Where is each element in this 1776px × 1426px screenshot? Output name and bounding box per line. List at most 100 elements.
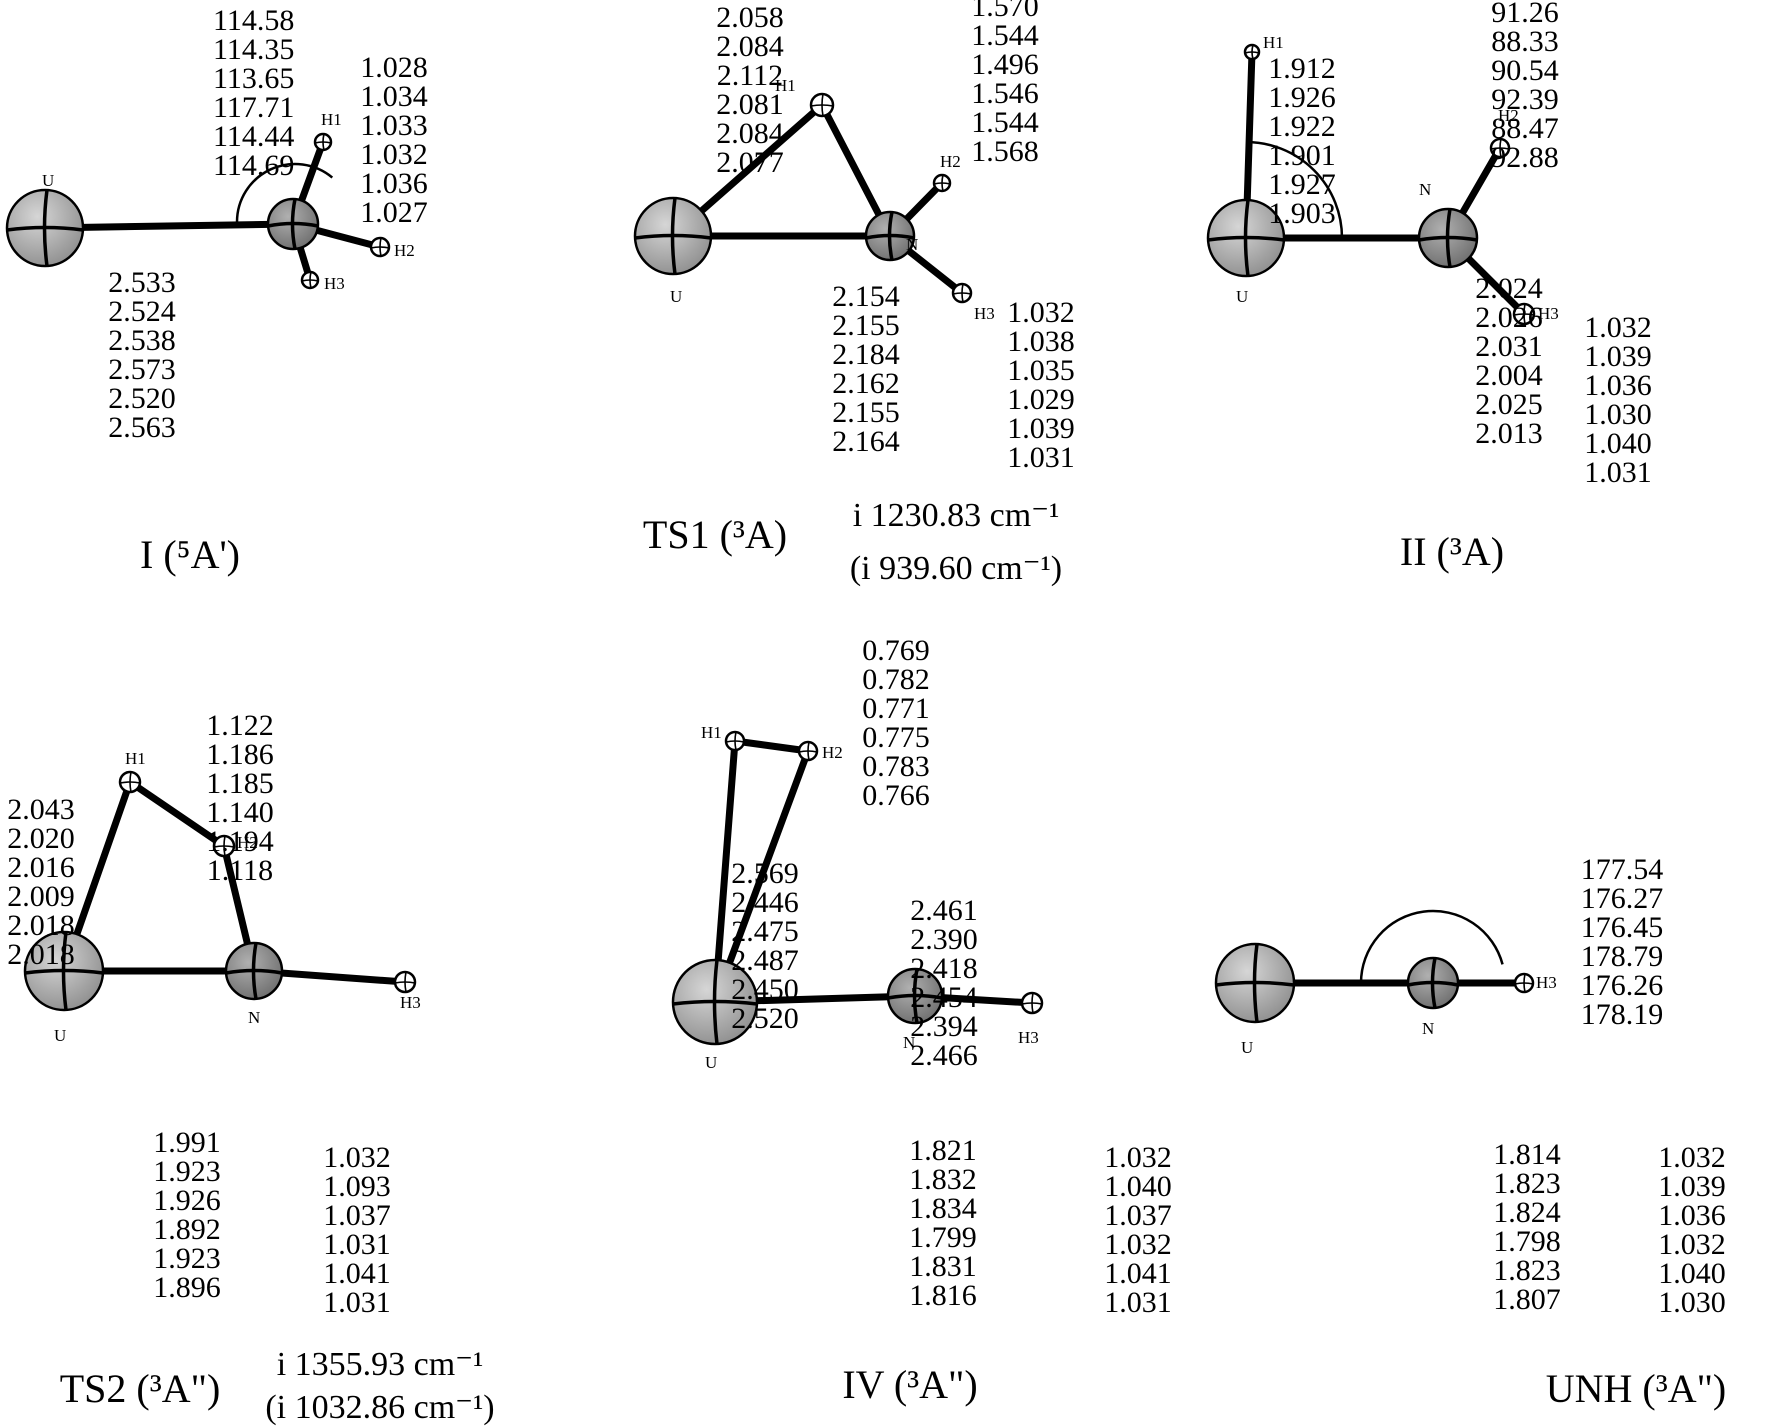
atom-unh-h3	[1513, 972, 1535, 994]
atom-iv-u	[671, 958, 759, 1046]
atom-ts1-h3	[951, 282, 973, 304]
value-i-1-3: 1.032	[360, 138, 428, 171]
value-ts1-1-3: 1.546	[971, 77, 1039, 110]
value-ii-0-2: 1.922	[1268, 110, 1336, 143]
value-ts1-2-1: 2.155	[832, 309, 900, 342]
value-iv-2-1: 2.390	[910, 923, 978, 956]
atom-label-i-h1: H1	[321, 110, 342, 129]
value-ts2-0-3: 2.009	[7, 880, 75, 913]
atom-label-ts2-u: U	[54, 1026, 66, 1045]
structure-title-iv: IV (³A")	[842, 1362, 977, 1407]
value-ts1-2-2: 2.184	[832, 338, 900, 371]
value-ts2-1-2: 1.185	[206, 767, 274, 800]
value-ts2-2-0: 1.991	[153, 1126, 221, 1159]
value-unh-1-1: 1.823	[1493, 1167, 1561, 1200]
value-ts2-1-0: 1.122	[206, 709, 274, 742]
value-ts2-0-4: 2.018	[7, 909, 75, 942]
atom-label-unh-h3: H3	[1536, 973, 1557, 992]
atom-label-i-h3: H3	[324, 274, 345, 293]
imaginary-frequency-ts1-0: i 1230.83 cm⁻¹	[853, 497, 1060, 534]
structure-title-i: I (⁵A')	[140, 532, 240, 577]
atom-ii-h1	[1243, 43, 1261, 61]
value-ii-1-3: 92.39	[1491, 83, 1559, 116]
value-unh-0-3: 178.79	[1581, 940, 1664, 973]
value-unh-0-4: 176.26	[1581, 969, 1664, 1002]
atom-label-unh-n: N	[1422, 1019, 1434, 1038]
value-ts1-0-4: 2.084	[716, 117, 784, 150]
atom-label-ts1-n: N	[906, 235, 918, 254]
value-ts2-2-3: 1.892	[153, 1213, 221, 1246]
atom-i-h3	[300, 270, 320, 290]
value-ii-1-2: 90.54	[1491, 54, 1559, 87]
value-iv-1-1: 2.446	[731, 886, 799, 919]
structure-title-ii: II (³A)	[1400, 529, 1504, 574]
value-ts1-0-1: 2.084	[716, 30, 784, 63]
atom-i-h2	[369, 236, 391, 258]
value-iv-1-0: 2.569	[731, 857, 799, 890]
imaginary-frequency-ts2-1: (i 1032.86 cm⁻¹)	[265, 1389, 494, 1426]
value-ts2-3-4: 1.041	[323, 1257, 391, 1290]
atom-label-ts2-h1: H1	[125, 749, 146, 768]
value-iv-2-5: 2.466	[910, 1039, 978, 1072]
value-ts1-1-5: 1.568	[971, 135, 1039, 168]
value-ii-1-4: 88.47	[1491, 112, 1559, 145]
value-ii-0-4: 1.927	[1268, 168, 1336, 201]
value-ii-3-5: 1.031	[1584, 456, 1652, 489]
value-iv-2-0: 2.461	[910, 894, 978, 927]
angle-arc-ii	[1245, 140, 1344, 239]
atom-i-u	[5, 188, 85, 268]
value-iv-4-4: 1.041	[1104, 1257, 1172, 1290]
value-iv-3-2: 1.834	[909, 1192, 977, 1225]
structure-title-ts1: TS1 (³A)	[643, 512, 787, 557]
value-iv-0-2: 0.771	[862, 692, 930, 725]
value-iv-4-2: 1.037	[1104, 1199, 1172, 1232]
value-iv-3-1: 1.832	[909, 1163, 977, 1196]
bond-iv-h1-h2	[731, 737, 812, 755]
atom-label-ts2-h3: H3	[400, 993, 421, 1012]
value-ts1-1-4: 1.544	[971, 106, 1039, 139]
atom-ts2-h1	[118, 770, 142, 794]
atom-label-ii-u: U	[1236, 287, 1248, 306]
value-ts2-0-5: 2.018	[7, 938, 75, 971]
value-i-1-2: 1.033	[360, 109, 428, 142]
value-i-2-0: 2.533	[108, 266, 176, 299]
value-ii-2-0: 2.024	[1475, 272, 1543, 305]
value-unh-1-5: 1.807	[1493, 1283, 1561, 1316]
value-i-1-5: 1.027	[360, 196, 428, 229]
value-unh-2-2: 1.036	[1658, 1199, 1726, 1232]
atom-label-ts2-h2: H2	[237, 833, 258, 852]
atom-label-ts2-n: N	[248, 1008, 260, 1027]
value-ii-2-5: 2.013	[1475, 417, 1543, 450]
value-iv-0-4: 0.783	[862, 750, 930, 783]
value-iv-1-3: 2.487	[731, 944, 799, 977]
value-ii-0-0: 1.912	[1268, 52, 1336, 85]
value-ts2-0-1: 2.020	[7, 822, 75, 855]
value-unh-1-2: 1.824	[1493, 1196, 1561, 1229]
value-ts2-0-2: 2.016	[7, 851, 75, 884]
value-i-1-1: 1.034	[360, 80, 428, 113]
atom-label-unh-u: U	[1241, 1038, 1253, 1057]
value-i-0-0: 114.58	[213, 4, 294, 37]
atom-label-ts1-h1: H1	[775, 76, 796, 95]
value-ts1-0-0: 2.058	[716, 1, 784, 34]
value-unh-0-5: 178.19	[1581, 998, 1664, 1031]
value-ts2-2-2: 1.926	[153, 1184, 221, 1217]
value-ts2-3-2: 1.037	[323, 1199, 391, 1232]
value-iv-0-1: 0.782	[862, 663, 930, 696]
atom-label-iv-u: U	[705, 1053, 717, 1072]
value-ts1-1-0: 1.570	[971, 0, 1039, 23]
atom-ts2-n	[224, 941, 284, 1001]
value-ts1-2-4: 2.155	[832, 396, 900, 429]
value-ts2-3-5: 1.031	[323, 1286, 391, 1319]
value-i-1-4: 1.036	[360, 167, 428, 200]
atom-unh-n	[1406, 956, 1460, 1010]
atom-unh-u	[1214, 942, 1296, 1024]
